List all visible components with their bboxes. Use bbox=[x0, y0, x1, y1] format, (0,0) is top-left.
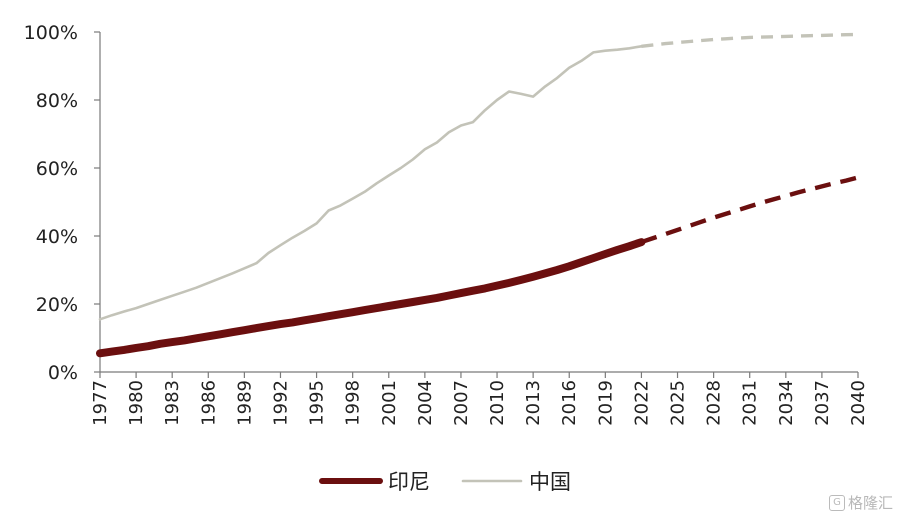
x-tick-label: 1977 bbox=[90, 380, 111, 426]
x-tick-label: 2040 bbox=[848, 380, 869, 426]
y-tick-label: 80% bbox=[36, 90, 78, 112]
y-axis: 0% 20% 40% 60% 80% 100% bbox=[24, 22, 101, 384]
x-tick-label: 2013 bbox=[523, 380, 544, 426]
series-indonesia bbox=[96, 175, 859, 358]
y-tick-label: 20% bbox=[36, 294, 78, 316]
legend-item: 印尼 bbox=[319, 470, 430, 494]
legend: 印尼 中国 bbox=[319, 470, 571, 494]
x-tick-label: 1989 bbox=[234, 380, 255, 426]
x-tick-label: 1998 bbox=[343, 380, 364, 426]
legend-label: 中国 bbox=[529, 470, 571, 494]
x-tick-label: 1983 bbox=[162, 380, 183, 426]
x-axis: 1977 1980 1983 1986 1989 1992 1995 1998 2001 2004… bbox=[90, 371, 869, 426]
series-line-projection bbox=[641, 32, 859, 48]
series-line-projection bbox=[640, 175, 859, 245]
watermark-logo-icon: G bbox=[828, 494, 845, 511]
x-tick-label: 2031 bbox=[740, 380, 761, 426]
watermark-text: 格隆汇 bbox=[847, 494, 893, 512]
series-china bbox=[98, 32, 859, 321]
series-line-actual bbox=[96, 238, 646, 358]
x-tick-label: 2025 bbox=[668, 380, 689, 426]
legend-item: 中国 bbox=[461, 470, 571, 494]
x-tick-label: 2004 bbox=[415, 380, 436, 426]
x-tick-label: 2001 bbox=[379, 380, 400, 426]
y-tick-label: 0% bbox=[48, 362, 78, 384]
x-tick-label: 2022 bbox=[631, 380, 652, 426]
y-tick-label: 40% bbox=[36, 226, 78, 248]
x-tick-label: 2007 bbox=[451, 380, 472, 426]
x-tick-label: 2019 bbox=[595, 380, 616, 426]
x-tick-label: 2028 bbox=[704, 380, 725, 426]
series-layer bbox=[96, 32, 859, 358]
x-tick-label: 2037 bbox=[812, 380, 833, 426]
series-line-actual bbox=[98, 44, 643, 321]
y-tick-label: 60% bbox=[36, 158, 78, 180]
x-tick-label: 2034 bbox=[776, 380, 797, 426]
x-tick-label: 1980 bbox=[126, 380, 147, 426]
x-tick-label: 1992 bbox=[270, 380, 291, 426]
x-tick-label: 1995 bbox=[307, 380, 328, 426]
x-tick-label: 1986 bbox=[198, 380, 219, 426]
x-tick-label: 2010 bbox=[487, 380, 508, 426]
y-tick-label: 100% bbox=[24, 22, 78, 44]
watermark: G 格隆汇 bbox=[828, 492, 893, 513]
legend-label: 印尼 bbox=[388, 470, 430, 494]
x-tick-label: 2016 bbox=[559, 380, 580, 426]
